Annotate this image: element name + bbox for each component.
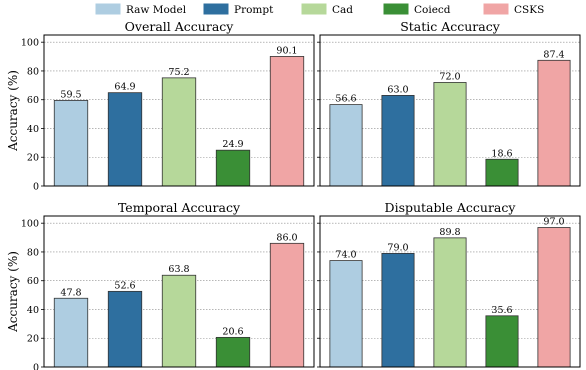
data-label: 72.0: [439, 71, 460, 82]
bar: [433, 82, 467, 187]
y-tick-label: 0: [33, 363, 39, 370]
bar: [381, 252, 415, 368]
legend-label: Prompt: [234, 4, 274, 16]
data-label: 87.4: [543, 49, 564, 60]
bar: [329, 104, 363, 187]
bar: [215, 336, 251, 368]
data-label: 20.6: [222, 326, 243, 337]
y-axis-label: Accuracy (%): [6, 70, 20, 152]
data-label: 18.6: [491, 148, 512, 159]
legend-swatch: [301, 3, 327, 15]
bar: [107, 92, 143, 187]
panel-frame: [319, 215, 581, 368]
y-axis-label: Accuracy (%): [6, 251, 20, 333]
data-label: 86.0: [276, 232, 297, 243]
bar: [269, 56, 305, 187]
bar: [433, 237, 467, 368]
bar: [161, 274, 197, 368]
panel: 56.6 63.0 72.0 18.6 87.4 Static Accuracy: [317, 19, 581, 187]
panel: 74.0 79.0 89.8 35.6 97.0 Disputable Accuracy: [317, 200, 581, 368]
legend-swatch: [483, 3, 509, 15]
data-label: 90.1: [276, 45, 297, 56]
data-label: 63.0: [387, 84, 408, 95]
legend: Raw Model Prompt Cad Coiecd CSKS: [95, 3, 544, 16]
bar: [215, 149, 251, 187]
data-label: 35.6: [491, 305, 512, 316]
legend-swatch: [95, 3, 121, 15]
data-label: 64.9: [114, 82, 135, 93]
y-tick-label: 100: [21, 38, 39, 49]
data-label: 24.9: [222, 139, 243, 150]
bar: [537, 227, 571, 368]
data-label: 56.6: [335, 94, 356, 105]
panel-title: Temporal Accuracy: [118, 200, 241, 215]
bar: [269, 242, 305, 368]
legend-label: Coiecd: [414, 4, 451, 16]
legend-label: Raw Model: [126, 4, 187, 16]
y-tick-label: 60: [27, 95, 39, 106]
legend-swatch: [383, 3, 409, 15]
bar: [537, 59, 571, 187]
panel-title: Static Accuracy: [400, 19, 501, 34]
y-tick-label: 80: [27, 247, 39, 258]
data-label: 47.8: [60, 287, 81, 298]
data-label: 74.0: [335, 250, 356, 261]
data-label: 79.0: [387, 242, 408, 253]
bar: [53, 100, 89, 187]
legend-label: Cad: [332, 4, 353, 16]
bar: [329, 260, 363, 368]
y-tick-label: 100: [21, 219, 39, 230]
data-label: 52.6: [114, 280, 135, 291]
panel-title: Disputable Accuracy: [385, 200, 517, 215]
bar: [53, 297, 89, 368]
y-tick-label: 80: [27, 66, 39, 77]
panel-frame: [43, 215, 315, 368]
panel: 59.5 64.9 75.2 24.9 90.1 Overall Accuracy 0 20 4…: [6, 19, 315, 193]
bar: [161, 77, 197, 187]
y-tick-label: 60: [27, 276, 39, 287]
data-label: 75.2: [168, 67, 189, 78]
panel-frame: [43, 34, 315, 187]
legend-label: CSKS: [514, 4, 544, 16]
data-label: 63.8: [168, 264, 189, 275]
data-label: 89.8: [439, 227, 460, 238]
bar: [381, 95, 415, 187]
panel-frame: [319, 34, 581, 187]
y-tick-label: 40: [27, 124, 39, 135]
y-tick-label: 40: [27, 305, 39, 316]
data-label: 59.5: [60, 89, 81, 100]
panel: 47.8 52.6 63.8 20.6 86.0 Temporal Accuracy 0 20…: [6, 200, 315, 370]
data-label: 97.0: [543, 217, 564, 228]
legend-swatch: [203, 3, 229, 15]
y-tick-label: 20: [27, 153, 39, 164]
bar: [107, 290, 143, 368]
bar: [485, 158, 519, 187]
bar: [485, 315, 519, 368]
y-tick-label: 20: [27, 334, 39, 345]
y-tick-label: 0: [33, 182, 39, 193]
panel-title: Overall Accuracy: [125, 19, 235, 34]
